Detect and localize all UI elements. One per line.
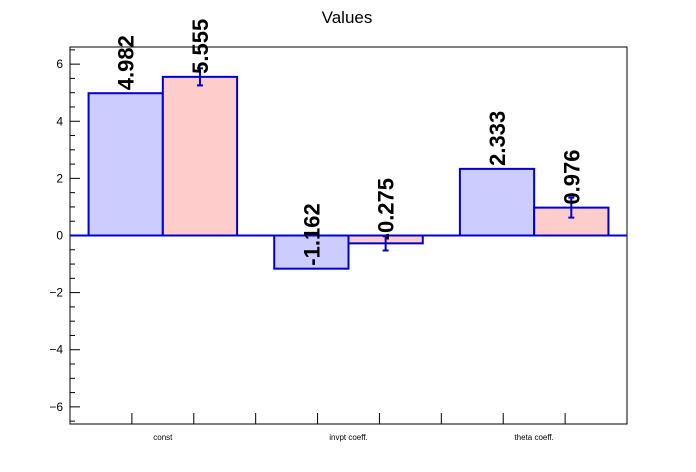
value-label: 0.976 (559, 150, 584, 205)
chart-title: Values (322, 8, 373, 27)
x-category-label: const (153, 433, 173, 442)
y-tick-label: −6 (49, 400, 63, 414)
value-label: -1.162 (299, 203, 324, 265)
value-label: 5.555 (188, 19, 213, 74)
y-tick-label: −4 (49, 343, 63, 357)
y-axis: −6 −4 −2 0 2 4 6 (49, 49, 80, 422)
bar (458, 167, 536, 237)
value-label: -0.275 (374, 178, 399, 240)
y-tick-label: 6 (56, 57, 63, 71)
x-category-label: invpt coeff. (329, 433, 368, 442)
value-labels: 4.982 -1.162 2.333 5.555 -0.275 0.976 (114, 19, 585, 266)
y-tick-label: 4 (56, 114, 63, 128)
x-axis: const invpt coeff. theta coeff. (69, 413, 628, 442)
value-label: 2.333 (485, 111, 510, 166)
y-tick-label: 0 (56, 229, 63, 243)
bars (87, 67, 610, 270)
value-label: 4.982 (114, 35, 139, 90)
bar (161, 75, 239, 237)
y-tick-label: 2 (56, 171, 63, 185)
x-category-label: theta coeff. (514, 433, 553, 442)
bar (273, 234, 350, 270)
bar (87, 92, 164, 237)
y-tick-label: −2 (49, 286, 63, 300)
